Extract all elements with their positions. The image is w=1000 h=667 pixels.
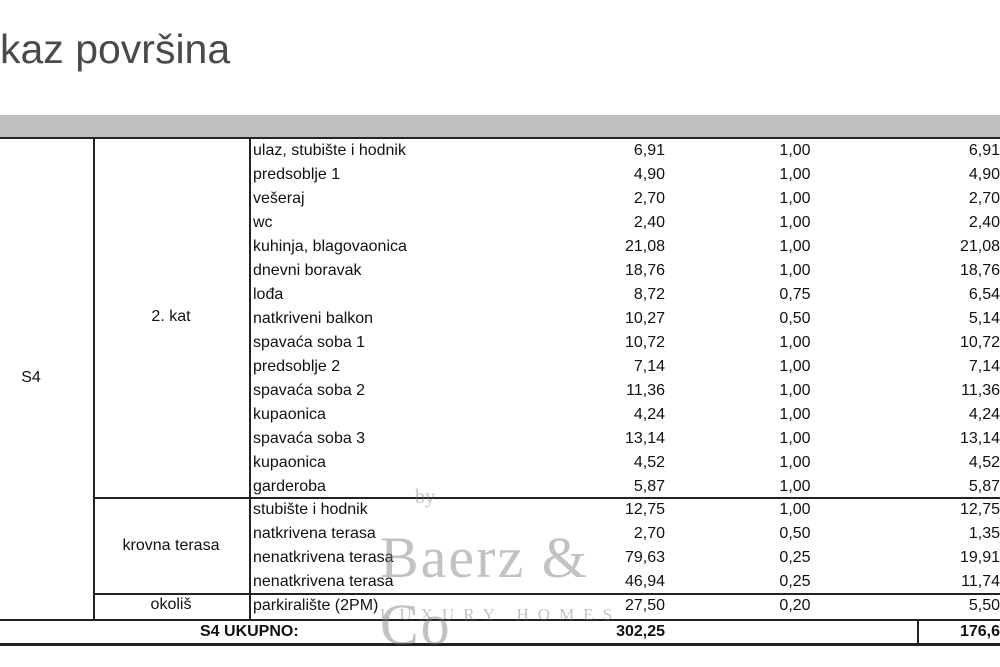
row-net: 18,76: [959, 262, 1000, 279]
row-name: vešeraj: [253, 190, 305, 207]
row-area: 4,24: [633, 406, 665, 423]
row-net: 6,91: [968, 142, 1000, 159]
row-name: kupaonica: [253, 454, 326, 471]
row-coef: 1,00: [779, 430, 811, 447]
watermark-tagline: LUXURY HOMES: [380, 605, 622, 624]
group-label: okoliš: [150, 596, 192, 613]
row-coef: 1,00: [779, 478, 811, 495]
row-net: 19,91: [959, 549, 1000, 566]
row-area: 10,27: [624, 310, 665, 327]
row-coef: 1,00: [779, 334, 811, 351]
divider: [0, 643, 1000, 646]
row-name: kuhinja, blagovaonica: [253, 238, 407, 255]
divider: [249, 139, 251, 619]
row-area: 2,40: [633, 214, 665, 231]
watermark-brand: Baerz & Co: [380, 525, 589, 657]
row-net: 4,24: [968, 406, 1000, 423]
row-name: spavaća soba 1: [253, 334, 366, 351]
divider: [917, 619, 919, 644]
row-name: nenatkrivena terasa: [253, 573, 394, 590]
row-name: predsoblje 2: [253, 358, 341, 375]
row-coef: 0,20: [779, 597, 811, 614]
unit-label: S4: [21, 369, 41, 386]
row-name: spavaća soba 2: [253, 382, 366, 399]
row-net: 4,90: [968, 166, 1000, 183]
divider: [0, 619, 1000, 621]
row-coef: 0,75: [779, 286, 811, 303]
row-area: 4,90: [633, 166, 665, 183]
row-area: 13,14: [624, 430, 665, 447]
row-area: 12,75: [624, 501, 665, 518]
row-area: 4,52: [633, 454, 665, 471]
group-label: krovna terasa: [122, 537, 220, 554]
row-coef: 1,00: [779, 238, 811, 255]
row-name: garderoba: [253, 478, 326, 495]
row-net: 5,14: [968, 310, 1000, 327]
row-area: 2,70: [633, 525, 665, 542]
row-coef: 1,00: [779, 190, 811, 207]
row-net: 13,14: [959, 430, 1000, 447]
row-net: 1,35: [968, 525, 1000, 542]
row-net: 11,74: [961, 573, 1000, 590]
row-coef: 1,00: [779, 406, 811, 423]
row-coef: 0,50: [779, 310, 811, 327]
row-name: ulaz, stubište i hodnik: [253, 142, 406, 159]
row-name: nenatkrivena terasa: [253, 549, 394, 566]
row-net: 7,14: [968, 358, 1000, 375]
row-coef: 1,00: [779, 454, 811, 471]
row-net: 2,70: [968, 190, 1000, 207]
row-name: natkrivena terasa: [253, 525, 376, 542]
page-title: kaz površina: [0, 26, 231, 72]
row-area: 2,70: [633, 190, 665, 207]
row-area: 5,87: [633, 478, 665, 495]
row-name: dnevni boravak: [253, 262, 362, 279]
divider: [93, 497, 1000, 499]
row-area: 46,94: [624, 573, 665, 590]
divider: [93, 593, 1000, 595]
row-net: 5,50: [968, 597, 1000, 614]
row-coef: 1,00: [779, 214, 811, 231]
row-net: 12,75: [959, 501, 1000, 518]
row-name: parkiralište (2PM): [253, 597, 379, 614]
row-area: 10,72: [624, 334, 665, 351]
row-name: wc: [253, 214, 273, 231]
row-area: 11,36: [626, 382, 665, 399]
group-label: 2. kat: [151, 308, 191, 325]
row-coef: 0,25: [779, 573, 811, 590]
total-area: 302,25: [616, 623, 665, 640]
row-net: 4,52: [968, 454, 1000, 471]
table-header-bar: [0, 115, 1000, 139]
row-coef: 0,25: [779, 549, 811, 566]
row-area: 21,08: [624, 238, 665, 255]
total-net: 176,6: [959, 623, 1000, 640]
row-name: spavaća soba 3: [253, 430, 366, 447]
row-coef: 1,00: [779, 358, 811, 375]
row-name: lođa: [253, 286, 284, 303]
row-coef: 1,00: [779, 166, 811, 183]
row-area: 6,91: [633, 142, 665, 159]
row-area: 8,72: [633, 286, 665, 303]
row-area: 27,50: [624, 597, 665, 614]
row-net: 21,08: [959, 238, 1000, 255]
row-coef: 1,00: [779, 262, 811, 279]
row-name: natkriveni balkon: [253, 310, 374, 327]
row-name: stubište i hodnik: [253, 501, 368, 518]
row-net: 6,54: [968, 286, 1000, 303]
watermark-logo: by Baerz & Co LUXURY HOMES: [380, 486, 630, 657]
row-name: predsoblje 1: [253, 166, 341, 183]
row-net: 11,36: [961, 382, 1000, 399]
divider: [93, 139, 95, 619]
row-coef: 1,00: [779, 501, 811, 518]
row-net: 10,72: [959, 334, 1000, 351]
total-label: S4 UKUPNO:: [200, 623, 299, 640]
row-coef: 1,00: [779, 382, 811, 399]
row-net: 2,40: [968, 214, 1000, 231]
row-area: 18,76: [624, 262, 665, 279]
row-coef: 1,00: [779, 142, 811, 159]
row-net: 5,87: [968, 478, 1000, 495]
row-area: 79,63: [624, 549, 665, 566]
row-area: 7,14: [633, 358, 665, 375]
row-name: kupaonica: [253, 406, 326, 423]
row-coef: 0,50: [779, 525, 811, 542]
